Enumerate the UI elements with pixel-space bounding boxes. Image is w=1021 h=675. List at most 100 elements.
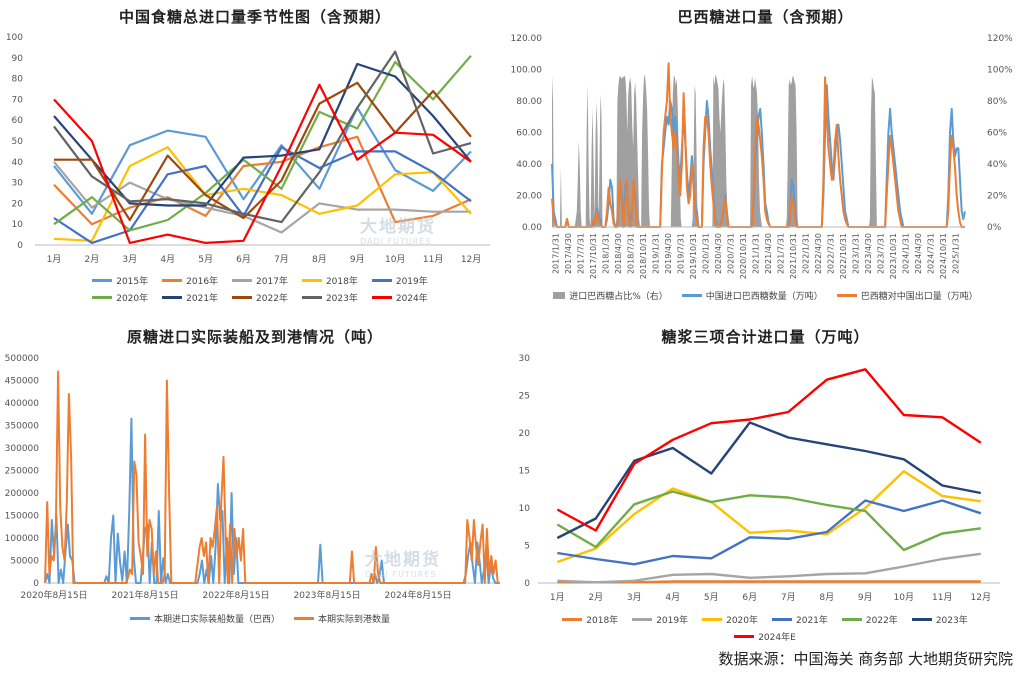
chart-legend: 2018年 2019年 2020年 2021年 2022年 2023年 2024年E (520, 611, 1010, 645)
y-tick-label-right: 100% (987, 66, 1013, 76)
series-line (557, 499, 982, 566)
legend-item: 2024年 (371, 289, 428, 306)
legend-item: 巴西糖对中国出口量（万吨） (836, 287, 978, 304)
series-line (53, 161, 471, 234)
x-tick-label: 11月 (932, 592, 952, 603)
x-tick-label: 2019/1/31 (651, 233, 660, 274)
chart-panel-raw-sugar: 原糖进口实际装船及到港情况（吨） 0 50000 100000 150000 20000… (0, 320, 510, 640)
x-tick-label: 2021年8月15日 (112, 589, 179, 601)
legend-item: 2024年E (734, 628, 796, 645)
legend-swatch (162, 279, 183, 282)
series-line (551, 62, 965, 228)
series-line (54, 81, 472, 222)
legend-label: 2018年 (586, 616, 619, 626)
chart-panel-syrup: 糖浆三项合计进口量（万吨） 0 5 10 15 20 25 30 1月 2月 3月 4月 5月 6月 7月… (510, 320, 1021, 643)
legend-swatch (841, 618, 862, 621)
legend-item: 2020年 (702, 611, 758, 628)
chart-title: 原糖进口实际装船及到港情况（吨） (126, 328, 383, 346)
y-tick-label-left: 80.00 (516, 97, 542, 107)
x-tick-label: 3月 (627, 592, 642, 603)
legend-swatch (92, 279, 113, 282)
chart-title: 巴西糖进口量（含预期） (677, 8, 854, 26)
x-tick-label: 2018/1/31 (601, 233, 610, 274)
y-tick-label: 5 (524, 542, 530, 552)
y-tick-label-right: 20% (987, 192, 1007, 202)
x-tick-label: 4月 (665, 592, 680, 603)
legend-label: 2022年 (865, 616, 898, 626)
series-line (556, 368, 982, 532)
legend-swatch (232, 296, 253, 299)
legend-label: 2018年 (325, 277, 358, 287)
legend-swatch (702, 618, 723, 621)
x-tick-label: 2月 (588, 592, 603, 603)
legend-label: 2021年 (796, 616, 828, 626)
data-source-note: 数据来源：中国海关 商务部 大地期货研究院 (718, 650, 1013, 668)
legend-item: 2021年 (162, 289, 218, 306)
legend-item: 中国进口巴西糖数量（万吨） (681, 287, 823, 304)
x-tick-label: 9月 (858, 592, 873, 603)
legend-swatch (632, 618, 653, 621)
y-tick-label: 20 (12, 199, 24, 209)
legend-swatch (162, 296, 183, 299)
series-line (44, 417, 500, 584)
series-area (552, 74, 965, 227)
legend-label: 2024年E (758, 633, 796, 643)
legend-item: 进口巴西糖占比%（右） (553, 287, 668, 304)
x-tick-label: 2017/4/30 (564, 233, 573, 274)
x-tick-label: 2022/10/31 (839, 233, 848, 279)
x-tick-label: 2018/10/31 (639, 233, 648, 279)
x-tick-label: 1月 (550, 592, 565, 603)
y-tick-label: 10 (12, 220, 24, 230)
legend-swatch (301, 296, 322, 299)
y-tick-label: 25 (519, 392, 530, 402)
chart-legend: 本期进口实际装船数量（巴西） 本期实际到港数量 (40, 610, 480, 627)
y-tick-label-right: 120% (987, 34, 1013, 44)
y-tick-label: 50 (12, 137, 24, 147)
legend-swatch (734, 635, 755, 638)
x-tick-label: 2019/10/31 (689, 233, 698, 279)
legend-label: 2020年 (116, 294, 149, 304)
chart-legend: 进口巴西糖占比%（右） 中国进口巴西糖数量（万吨） 巴西糖对中国出口量（万吨） (510, 287, 1021, 304)
y-tick-label: 400000 (5, 399, 40, 409)
chart-panel-brazil: 巴西糖进口量（含预期） 0.00 20.00 40.00 60.00 80.00 100.… (510, 0, 1021, 320)
y-tick-label-right: 0% (987, 223, 1002, 233)
y-tick-label: 450000 (5, 377, 40, 387)
x-tick-label: 2月 (85, 254, 100, 265)
chart-title: 糖浆三项合计进口量（万吨） (661, 328, 870, 346)
x-tick-label: 2023/10/31 (889, 233, 898, 279)
legend-swatch (772, 618, 792, 621)
y-tick-label: 0 (33, 579, 39, 589)
x-tick-label: 2025/1/31 (952, 233, 961, 274)
legend-label: 本期实际到港数量 (318, 615, 391, 625)
legend-item: 本期实际到港数量 (294, 610, 390, 627)
legend-item: 2020年 (92, 289, 148, 306)
x-tick-label: 9月 (350, 254, 365, 265)
x-tick-label: 6月 (236, 254, 251, 265)
chart-plot: 0 5 10 15 20 25 30 1月 2月 3月 4月 5月 6月 7月 8月 9月 10月 11月 12月 (519, 354, 1000, 603)
x-tick-label: 1月 (47, 254, 62, 265)
x-tick-label: 2017/10/31 (589, 233, 598, 279)
x-tick-label: 2020/1/31 (701, 233, 710, 274)
legend-swatch (371, 296, 392, 299)
x-tick-label: 12月 (971, 592, 991, 603)
legend-item: 2017年 (232, 272, 288, 289)
y-tick-label: 250000 (5, 467, 40, 477)
x-tick-label: 3月 (122, 254, 137, 265)
y-tick-label: 90 (12, 54, 24, 64)
legend-item: 2019年 (632, 611, 688, 628)
legend-label: 2015年 (116, 277, 149, 287)
x-tick-label: 2019/4/30 (664, 233, 673, 274)
x-tick-label: 2024/7/31 (927, 233, 936, 274)
chart-title: 中国食糖总进口量季节性图（含预期） (118, 8, 391, 26)
y-tick-label-left: 100.00 (511, 66, 543, 76)
y-tick-label: 40 (12, 158, 24, 168)
x-tick-label: 2024/10/31 (939, 233, 948, 279)
x-tick-label: 2020/7/31 (726, 233, 735, 274)
legend-label: 2020年 (726, 616, 758, 626)
y-tick-label-right: 80% (987, 97, 1007, 107)
x-tick-label: 2019/7/31 (676, 233, 685, 274)
x-tick-label: 2020/10/31 (739, 233, 748, 279)
legend-swatch (294, 617, 314, 620)
legend-swatch (92, 296, 113, 299)
x-tick-label: 7月 (274, 254, 289, 265)
